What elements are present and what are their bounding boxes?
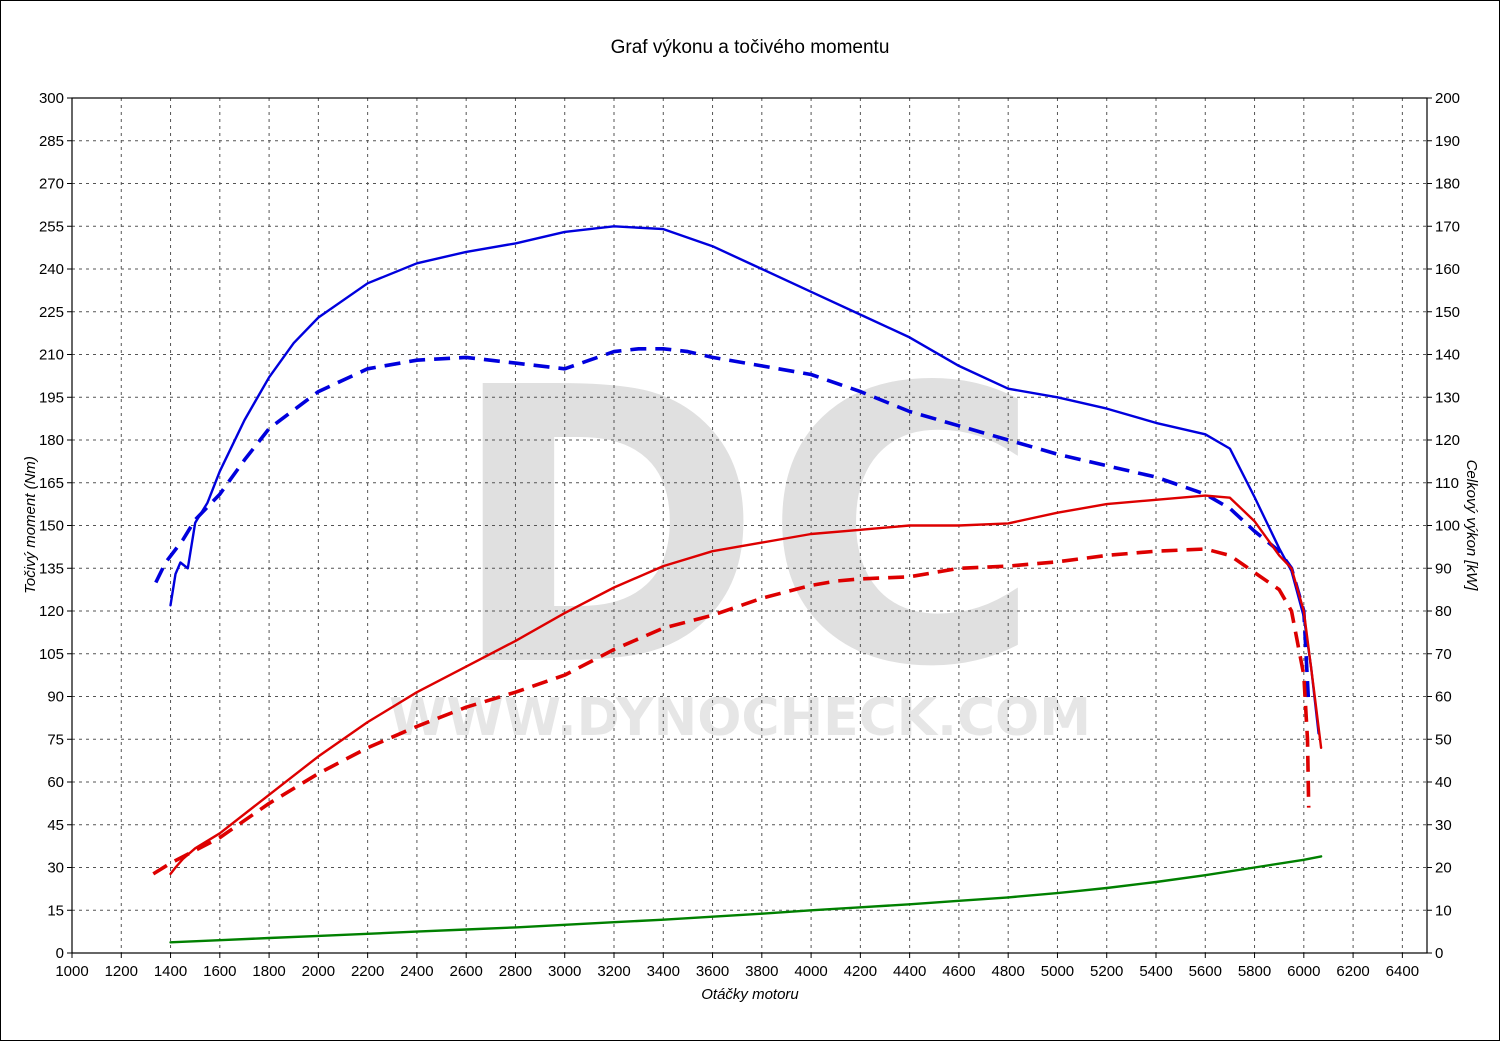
x-tick-label: 1600 (203, 963, 236, 980)
x-tick-label: 5400 (1139, 963, 1172, 980)
y-right-tick-label: 110 (1435, 475, 1459, 492)
x-tick-label: 4000 (794, 963, 827, 980)
y-right-tick-label: 40 (1435, 774, 1452, 791)
x-tick-label: 3400 (647, 963, 680, 980)
y-left-tick-label: 300 (39, 90, 64, 107)
y-right-tick-label: 140 (1435, 347, 1460, 364)
x-tick-label: 6000 (1287, 963, 1320, 980)
y-right-tick-label: 80 (1435, 603, 1452, 620)
y-right-tick-label: 20 (1435, 860, 1452, 877)
y-left-tick-label: 180 (39, 432, 64, 449)
grid (72, 98, 1427, 953)
y-left-tick-label: 150 (39, 518, 64, 535)
y-left-tick-label: 285 (39, 133, 64, 150)
watermark: DC WWW.DYNOCHECK.COM (389, 307, 1091, 750)
y-left-tick-label: 120 (39, 603, 64, 620)
x-tick-label: 4800 (991, 963, 1024, 980)
y-right-tick-label: 170 (1435, 218, 1460, 235)
y-right-tick-label: 90 (1435, 560, 1452, 577)
axis-ticks: 1000 1200 1400 1600 1800 2000 2200 2400 2600 2800… (39, 90, 1460, 980)
y-right-tick-label: 60 (1435, 689, 1452, 706)
y-left-tick-label: 195 (39, 389, 64, 406)
series-line-2 (169, 494, 1323, 876)
y-axis-left-label: Točivý moment (Nm) (22, 456, 39, 594)
y-right-tick-label: 190 (1435, 133, 1460, 150)
x-tick-label: 2600 (449, 963, 482, 980)
y-left-tick-label: 90 (47, 689, 64, 706)
y-left-tick-label: 240 (39, 261, 64, 278)
y-left-tick-label: 270 (39, 176, 64, 193)
x-tick-label: 2800 (499, 963, 532, 980)
y-right-tick-label: 130 (1435, 389, 1460, 406)
y-axis-right-label: Celkový výkon [kW] (1463, 460, 1480, 592)
y-right-tick-label: 70 (1435, 646, 1452, 663)
y-left-tick-label: 135 (39, 560, 64, 577)
x-tick-label: 3800 (745, 963, 778, 980)
watermark-url: WWW.DYNOCHECK.COM (389, 688, 1091, 748)
y-left-tick-label: 0 (56, 945, 64, 962)
x-tick-label: 3600 (696, 963, 729, 980)
y-right-tick-label: 50 (1435, 731, 1452, 748)
y-right-tick-label: 150 (1435, 304, 1460, 321)
x-tick-label: 5800 (1238, 963, 1271, 980)
watermark-logo: DC (448, 307, 1042, 750)
x-tick-label: 2000 (302, 963, 335, 980)
chart-title: Graf výkonu a točivého momentu (611, 37, 890, 58)
y-left-tick-label: 60 (47, 774, 64, 791)
y-left-tick-label: 255 (39, 218, 64, 235)
y-right-tick-label: 0 (1435, 945, 1443, 962)
y-left-tick-label: 15 (47, 902, 64, 919)
x-tick-label: 5600 (1189, 963, 1222, 980)
x-tick-label: 5000 (1041, 963, 1074, 980)
y-right-tick-label: 160 (1435, 261, 1460, 278)
y-right-tick-label: 30 (1435, 817, 1452, 834)
y-left-tick-label: 45 (47, 817, 64, 834)
y-right-tick-label: 100 (1435, 518, 1460, 535)
series-line-4 (169, 855, 1323, 944)
x-tick-label: 2200 (351, 963, 384, 980)
series-lines (152, 225, 1323, 944)
x-tick-label: 1400 (154, 963, 187, 980)
y-left-tick-label: 30 (47, 860, 64, 877)
y-left-tick-label: 225 (39, 304, 64, 321)
series-line-1 (154, 346, 1311, 706)
x-tick-label: 4400 (893, 963, 926, 980)
y-left-tick-label: 105 (39, 646, 64, 663)
y-left-tick-label: 165 (39, 475, 64, 492)
x-tick-label: 1800 (252, 963, 285, 980)
y-right-tick-label: 10 (1435, 902, 1452, 919)
x-tick-label: 2400 (400, 963, 433, 980)
y-left-tick-label: 210 (39, 347, 64, 364)
y-right-tick-label: 180 (1435, 176, 1460, 193)
x-tick-label: 3200 (597, 963, 630, 980)
x-tick-label: 3000 (548, 963, 581, 980)
x-tick-label: 5200 (1090, 963, 1123, 980)
y-right-tick-label: 120 (1435, 432, 1460, 449)
x-tick-label: 1000 (55, 963, 88, 980)
x-tick-label: 6400 (1386, 963, 1419, 980)
x-tick-label: 1200 (105, 963, 138, 980)
y-right-tick-label: 200 (1435, 90, 1460, 107)
series-line-0 (169, 225, 1320, 735)
x-tick-label: 4600 (942, 963, 975, 980)
x-axis-label: Otáčky motoru (701, 986, 799, 1003)
x-tick-label: 4200 (844, 963, 877, 980)
series-line-3 (152, 547, 1311, 876)
x-tick-label: 6200 (1336, 963, 1369, 980)
y-left-tick-label: 75 (47, 731, 64, 748)
